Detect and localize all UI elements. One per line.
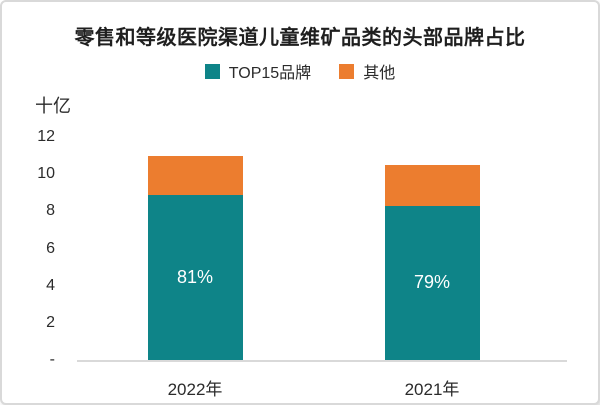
x-axis-label: 2021年	[404, 380, 460, 399]
bar-segment-series-0: 81%	[147, 194, 243, 360]
bar-2022: 81%	[147, 155, 243, 360]
y-tick-label: 2	[46, 313, 55, 331]
legend-label: 其他	[363, 65, 396, 82]
bar-value-label: 79%	[413, 272, 451, 293]
y-tick-label: 12	[37, 128, 55, 145]
legend-label: TOP15品牌	[228, 65, 312, 82]
bar-value-label: 81%	[176, 266, 214, 287]
bar-segment-series-1	[147, 155, 243, 195]
y-tick-label: -	[49, 351, 55, 368]
legend-swatch-icon	[339, 63, 355, 79]
legend-swatch-icon	[204, 63, 220, 79]
y-tick-label: 8	[46, 202, 55, 220]
bar-segment-series-0: 79%	[384, 205, 480, 360]
legend-item-0: TOP15品牌	[204, 59, 312, 83]
bar-segment-series-1	[384, 164, 480, 206]
y-tick-label: 6	[46, 239, 55, 257]
x-axis-label: 2022年	[167, 380, 223, 399]
x-axis-line	[77, 360, 567, 362]
y-axis-unit-label: 十亿	[35, 96, 71, 116]
plot-area: 81% 79%	[77, 137, 567, 362]
y-tick-label: 4	[46, 276, 55, 294]
chart-title: 零售和等级医院渠道儿童维矿品类的头部品牌占比	[74, 27, 526, 49]
legend: TOP15品牌 其他	[2, 59, 598, 83]
bar-2021: 79%	[384, 164, 480, 360]
legend-item-1: 其他	[339, 59, 395, 83]
y-tick-label: 10	[37, 165, 55, 183]
